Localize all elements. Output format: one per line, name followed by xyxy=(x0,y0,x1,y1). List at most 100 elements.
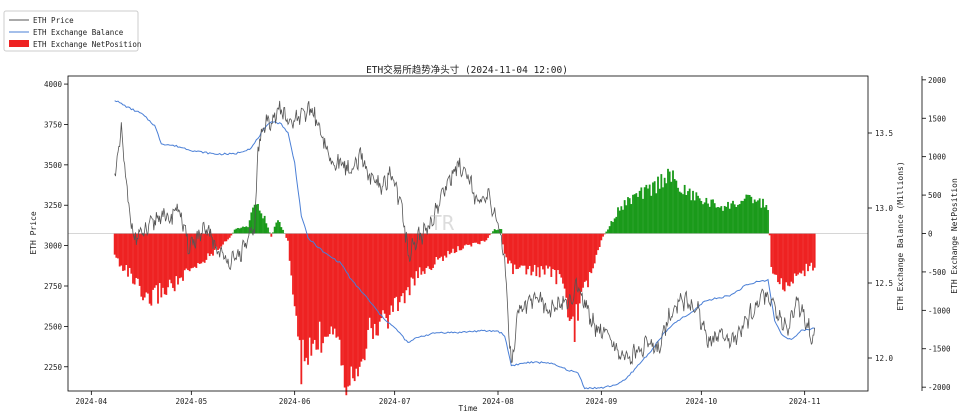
netposition-bar xyxy=(407,233,409,288)
netposition-bar xyxy=(443,233,446,256)
netposition-bar xyxy=(572,233,574,317)
netposition-bar xyxy=(325,233,328,337)
netposition-bar xyxy=(633,194,636,234)
netposition-bar xyxy=(215,233,218,247)
x-tick-label: 2024-04 xyxy=(76,397,108,406)
netposition-bar xyxy=(413,233,416,286)
y-tick-label-right2: -500 xyxy=(928,268,947,277)
netposition-bar xyxy=(577,233,579,321)
axes: 2024-04 2024-05 2024-06 2024-07 2024-08 2024-… xyxy=(44,76,951,406)
x-tick-label: 2024-05 xyxy=(176,397,208,406)
netposition-bar xyxy=(338,233,341,340)
netposition-bar xyxy=(242,226,244,234)
netposition-bar xyxy=(467,233,469,245)
netposition-bar xyxy=(800,233,803,274)
netposition-bar xyxy=(803,233,806,277)
y-tick-label-right1: 12.0 xyxy=(875,354,894,363)
netposition-bar xyxy=(403,233,406,304)
netposition-bar xyxy=(198,233,201,264)
netposition-bar xyxy=(723,205,726,234)
netposition-bar xyxy=(388,233,391,315)
netposition-bar xyxy=(538,233,541,278)
netposition-bar xyxy=(318,233,321,322)
plot-frame xyxy=(67,75,869,392)
netposition-bar xyxy=(277,220,279,234)
netposition-bar xyxy=(265,223,268,234)
netposition-bar xyxy=(745,194,748,234)
netposition-bar xyxy=(540,233,543,267)
netposition-bar xyxy=(207,233,209,254)
netposition-bar xyxy=(757,200,759,234)
netposition-bar xyxy=(330,233,333,327)
netposition-bar xyxy=(308,233,311,338)
netposition-bar xyxy=(585,233,588,281)
netposition-bar xyxy=(415,233,418,272)
netposition-bar xyxy=(402,233,404,294)
netposition-bar xyxy=(647,188,649,234)
netposition-bar xyxy=(495,230,498,234)
netposition-bar xyxy=(192,233,194,268)
netposition-bar xyxy=(263,215,266,234)
netposition-bar xyxy=(785,233,788,283)
netposition-bar xyxy=(497,229,499,234)
netposition-bar xyxy=(238,228,241,234)
netposition-bar xyxy=(158,233,161,284)
netposition-bar xyxy=(432,233,434,268)
y-tick-label-left: 2250 xyxy=(44,363,63,372)
netposition-bar xyxy=(598,233,601,247)
netposition-bar xyxy=(583,233,586,282)
netposition-bar xyxy=(390,233,393,306)
netposition-bar xyxy=(322,233,324,344)
netposition-bar xyxy=(408,233,411,296)
netposition-bar xyxy=(765,205,768,234)
netposition-bar xyxy=(683,184,686,234)
netposition-bar xyxy=(465,233,468,245)
netposition-bar xyxy=(587,233,589,288)
y-tick-label-left: 3500 xyxy=(44,161,63,170)
netposition-bar xyxy=(293,233,296,307)
netposition-bar xyxy=(137,233,139,279)
netposition-bar xyxy=(463,233,466,246)
netposition-bar xyxy=(767,210,769,234)
netposition-bar xyxy=(123,233,126,271)
netposition-bar xyxy=(193,233,196,267)
netposition-bar xyxy=(470,233,473,247)
netposition-bar xyxy=(392,233,394,312)
netposition-bar xyxy=(508,233,511,261)
netposition-bar xyxy=(130,233,133,274)
netposition-bar xyxy=(483,233,486,242)
netposition-bar xyxy=(700,200,703,234)
netposition-bar xyxy=(473,233,476,243)
netposition-bar xyxy=(202,233,204,262)
netposition-bar xyxy=(272,232,274,234)
netposition-bar xyxy=(275,222,278,234)
y-tick-label-right1: 13.5 xyxy=(875,129,893,138)
netposition-bar xyxy=(808,233,811,267)
netposition-bar xyxy=(118,233,121,267)
netposition-bar xyxy=(692,190,694,234)
netposition-bar xyxy=(362,233,364,359)
netposition-bar xyxy=(172,233,174,288)
netposition-bar xyxy=(672,170,674,234)
netposition-bar xyxy=(438,233,441,259)
netposition-bar xyxy=(303,233,306,362)
y-axis-label-left: ETH Price xyxy=(29,211,38,255)
netposition-bar xyxy=(387,233,389,329)
netposition-bar xyxy=(530,233,533,276)
netposition-bar xyxy=(568,233,571,321)
netposition-bar xyxy=(522,233,524,266)
netposition-bar xyxy=(423,233,426,274)
netposition-bar xyxy=(738,204,741,234)
netposition-bar xyxy=(595,233,598,255)
netposition-bar xyxy=(758,198,761,234)
netposition-bar xyxy=(528,233,531,266)
netposition-bar xyxy=(182,233,184,281)
netposition-bar xyxy=(628,198,631,234)
netposition-bar xyxy=(222,233,224,245)
netposition-bar xyxy=(235,228,238,234)
netposition-bar xyxy=(625,205,628,234)
x-tick-label: 2024-11 xyxy=(789,397,821,406)
netposition-bar xyxy=(230,233,233,236)
netposition-bar xyxy=(795,233,798,276)
netposition-bar xyxy=(812,233,814,271)
